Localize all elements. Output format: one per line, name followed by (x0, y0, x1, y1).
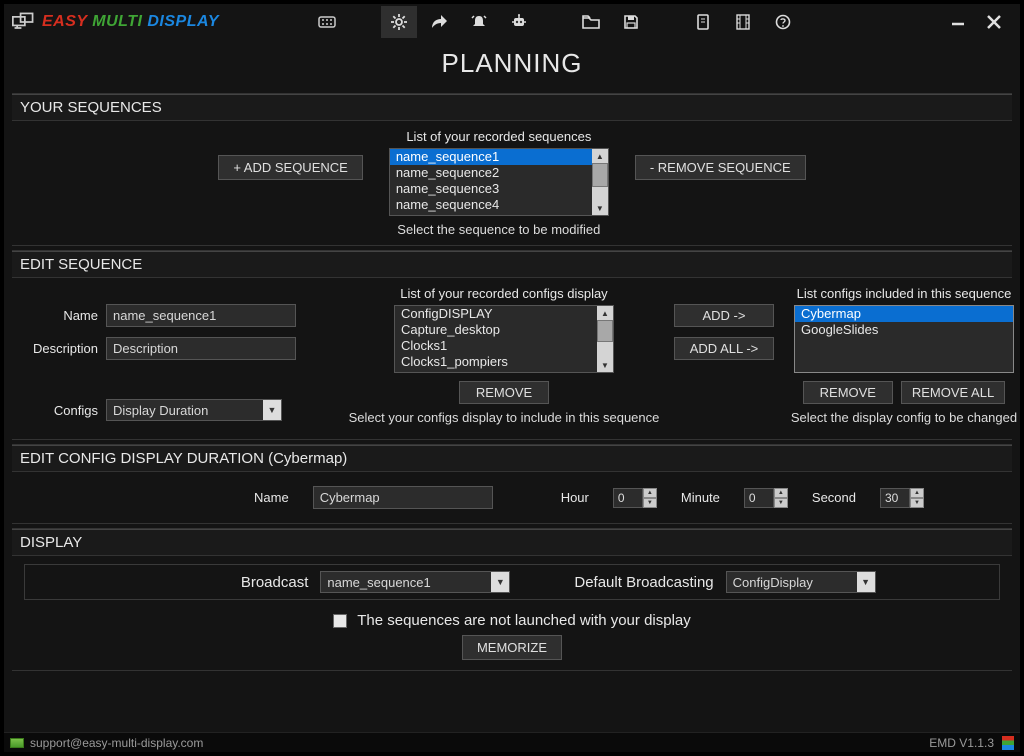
chevron-down-icon: ▼ (491, 572, 509, 592)
list-item[interactable]: name_sequence1 (390, 149, 608, 165)
your-sequences-section: YOUR SEQUENCES + ADD SEQUENCE List of yo… (12, 93, 1012, 246)
configs-list-label: List of your recorded configs display (344, 286, 664, 301)
sequence-description-input[interactable] (106, 337, 296, 360)
save-icon[interactable] (613, 6, 649, 38)
statusbar: support@easy-multi-display.com EMD V1.1.… (4, 732, 1020, 752)
edit-duration-section: EDIT CONFIG DISPLAY DURATION (Cybermap) … (12, 444, 1012, 524)
sequence-list-label: List of your recorded sequences (389, 129, 609, 144)
keyboard-icon[interactable] (309, 6, 345, 38)
settings-icon[interactable] (381, 6, 417, 38)
memorize-button[interactable]: MEMORIZE (462, 635, 562, 660)
spinner-down-icon[interactable]: ▼ (910, 498, 924, 508)
sequence-hint: Select the sequence to be modified (389, 222, 609, 237)
remove-all-included-button[interactable]: REMOVE ALL (901, 381, 1005, 404)
robot-icon[interactable] (501, 6, 537, 38)
window-controls (946, 10, 1012, 34)
second-label: Second (812, 490, 856, 505)
spinner-up-icon[interactable]: ▲ (774, 488, 788, 498)
broadcast-label: Broadcast (148, 574, 308, 591)
chevron-down-icon: ▼ (263, 400, 281, 420)
list-item[interactable]: Clocks1 (395, 338, 613, 354)
default-broadcast-dropdown[interactable]: ConfigDisplay ▼ (726, 571, 876, 593)
minute-label: Minute (681, 490, 720, 505)
list-item[interactable]: Capture_desktop (395, 322, 613, 338)
titlebar: EASY MULTI DISPLAY (4, 4, 1020, 40)
minimize-button[interactable] (946, 10, 970, 34)
scroll-down-icon[interactable]: ▼ (592, 201, 608, 215)
sequence-listbox[interactable]: name_sequence1 name_sequence2 name_seque… (389, 148, 609, 216)
description-label: Description (24, 341, 106, 356)
book-icon[interactable] (685, 6, 721, 38)
close-button[interactable] (982, 10, 1006, 34)
share-icon[interactable] (421, 6, 457, 38)
mail-icon (10, 738, 24, 748)
configs-dropdown[interactable]: Display Duration ▼ (106, 399, 282, 421)
configs-hint: Select your configs display to include i… (344, 410, 664, 425)
add-all-configs-button[interactable]: ADD ALL -> (674, 337, 774, 360)
edit-duration-header: EDIT CONFIG DISPLAY DURATION (Cybermap) (12, 445, 1012, 472)
app-logo: EASY MULTI DISPLAY (12, 12, 219, 32)
add-sequence-button[interactable]: + ADD SEQUENCE (218, 155, 363, 180)
edit-sequence-section: EDIT SEQUENCE Name Description (12, 250, 1012, 440)
remove-config-button[interactable]: REMOVE (459, 381, 549, 404)
toolbar (309, 6, 801, 38)
display-header: DISPLAY (12, 529, 1012, 556)
hour-label: Hour (561, 490, 589, 505)
hour-spinner[interactable]: 0 ▲▼ (613, 488, 657, 508)
version-label: EMD V1.1.3 (929, 736, 994, 750)
name-label: Name (24, 308, 106, 323)
duration-name-label: Name (254, 490, 289, 505)
sequence-name-input[interactable] (106, 304, 296, 327)
scroll-up-icon[interactable]: ▲ (592, 149, 608, 163)
your-sequences-header: YOUR SEQUENCES (12, 94, 1012, 121)
minute-spinner[interactable]: 0 ▲▼ (744, 488, 788, 508)
bell-icon[interactable] (461, 6, 497, 38)
default-broadcast-label: Default Broadcasting (574, 574, 713, 591)
chevron-down-icon: ▼ (857, 572, 875, 592)
list-item[interactable]: name_sequence2 (390, 165, 608, 181)
list-item[interactable]: name_sequence4 (390, 197, 608, 213)
launch-checkbox[interactable] (333, 614, 347, 628)
scroll-down-icon[interactable]: ▼ (597, 358, 613, 372)
spinner-up-icon[interactable]: ▲ (643, 488, 657, 498)
included-listbox[interactable]: Cybermap GoogleSlides (794, 305, 1014, 373)
included-list-label: List configs included in this sequence (784, 286, 1024, 301)
configs-label: Configs (24, 403, 106, 418)
spinner-up-icon[interactable]: ▲ (910, 488, 924, 498)
monitors-icon (12, 12, 36, 32)
spinner-down-icon[interactable]: ▼ (774, 498, 788, 508)
brand-stripes-icon (1002, 736, 1014, 750)
edit-sequence-header: EDIT SEQUENCE (12, 251, 1012, 278)
scroll-up-icon[interactable]: ▲ (597, 306, 613, 320)
film-icon[interactable] (725, 6, 761, 38)
display-section: DISPLAY Broadcast name_sequence1 ▼ Defau… (12, 528, 1012, 671)
list-item[interactable]: name_sequence3 (390, 181, 608, 197)
add-config-button[interactable]: ADD -> (674, 304, 774, 327)
list-item[interactable]: Clocks1_pompiers (395, 354, 613, 370)
configs-listbox[interactable]: ConfigDISPLAY Capture_desktop Clocks1 Cl… (394, 305, 614, 373)
list-item[interactable]: Cybermap (795, 306, 1013, 322)
duration-name-input[interactable] (313, 486, 493, 509)
list-item[interactable]: ConfigDISPLAY (395, 306, 613, 322)
scroll-thumb[interactable] (592, 163, 608, 187)
folder-icon[interactable] (573, 6, 609, 38)
broadcast-dropdown[interactable]: name_sequence1 ▼ (320, 571, 510, 593)
page-title: PLANNING (4, 40, 1020, 91)
spinner-down-icon[interactable]: ▼ (643, 498, 657, 508)
scroll-thumb[interactable] (597, 320, 613, 342)
remove-included-button[interactable]: REMOVE (803, 381, 893, 404)
included-hint: Select the display config to be changed (784, 410, 1024, 425)
help-icon[interactable] (765, 6, 801, 38)
app-window: EASY MULTI DISPLAY (4, 4, 1020, 748)
second-spinner[interactable]: 30 ▲▼ (880, 488, 924, 508)
remove-sequence-button[interactable]: - REMOVE SEQUENCE (635, 155, 806, 180)
list-item[interactable]: GoogleSlides (795, 322, 1013, 338)
launch-checkbox-label: The sequences are not launched with your… (357, 612, 691, 629)
support-email[interactable]: support@easy-multi-display.com (30, 736, 203, 750)
